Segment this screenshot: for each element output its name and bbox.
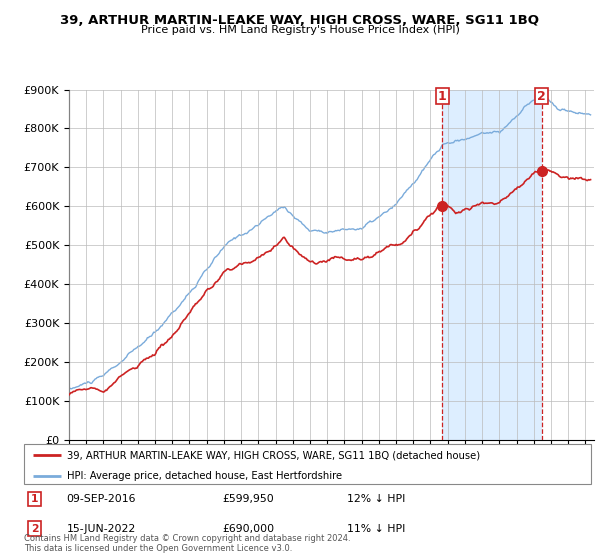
Text: 11% ↓ HPI: 11% ↓ HPI bbox=[347, 524, 406, 534]
Text: 2: 2 bbox=[537, 90, 546, 102]
Text: 15-JUN-2022: 15-JUN-2022 bbox=[67, 524, 136, 534]
Bar bbox=[442, 90, 542, 440]
Text: 39, ARTHUR MARTIN-LEAKE WAY, HIGH CROSS, WARE, SG11 1BQ (detached house): 39, ARTHUR MARTIN-LEAKE WAY, HIGH CROSS,… bbox=[67, 450, 479, 460]
Text: 39, ARTHUR MARTIN-LEAKE WAY, HIGH CROSS, WARE, SG11 1BQ: 39, ARTHUR MARTIN-LEAKE WAY, HIGH CROSS,… bbox=[61, 14, 539, 27]
Text: £690,000: £690,000 bbox=[223, 524, 275, 534]
Text: Contains HM Land Registry data © Crown copyright and database right 2024.
This d: Contains HM Land Registry data © Crown c… bbox=[24, 534, 350, 553]
Text: Price paid vs. HM Land Registry's House Price Index (HPI): Price paid vs. HM Land Registry's House … bbox=[140, 25, 460, 35]
Text: HPI: Average price, detached house, East Hertfordshire: HPI: Average price, detached house, East… bbox=[67, 470, 341, 480]
Text: £599,950: £599,950 bbox=[223, 494, 274, 504]
Text: 1: 1 bbox=[31, 494, 38, 504]
Text: 12% ↓ HPI: 12% ↓ HPI bbox=[347, 494, 406, 504]
Text: 09-SEP-2016: 09-SEP-2016 bbox=[67, 494, 136, 504]
Text: 2: 2 bbox=[31, 524, 38, 534]
Text: 1: 1 bbox=[438, 90, 447, 102]
